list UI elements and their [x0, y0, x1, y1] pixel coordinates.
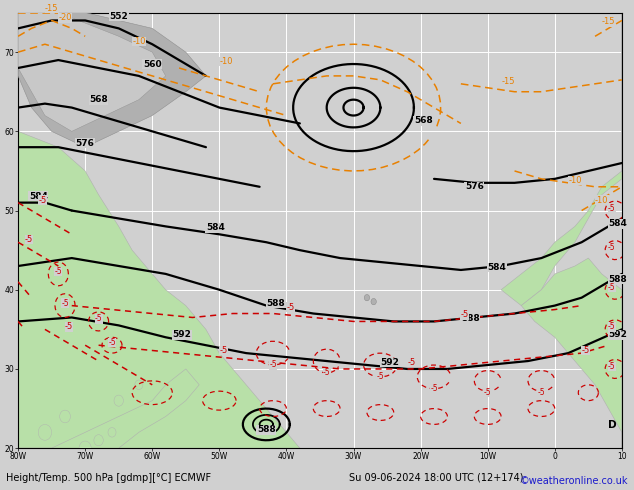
- Text: -5: -5: [608, 243, 616, 252]
- Text: 568: 568: [89, 95, 108, 104]
- Text: 588: 588: [461, 315, 479, 323]
- Text: -10: -10: [595, 196, 609, 205]
- Text: -5: -5: [484, 388, 491, 397]
- Text: 568: 568: [414, 117, 432, 125]
- Circle shape: [371, 298, 377, 305]
- Circle shape: [108, 428, 116, 437]
- Text: Su 09-06-2024 18:00 UTC (12+174): Su 09-06-2024 18:00 UTC (12+174): [349, 473, 523, 483]
- Text: -15: -15: [501, 77, 515, 86]
- Text: 552: 552: [109, 12, 128, 21]
- Text: 584: 584: [206, 223, 225, 232]
- Text: -20: -20: [58, 13, 72, 23]
- Text: -10: -10: [568, 176, 582, 185]
- Text: 592: 592: [609, 330, 627, 339]
- Text: -5: -5: [61, 298, 69, 308]
- Text: -5: -5: [287, 302, 295, 312]
- Polygon shape: [18, 369, 199, 448]
- Text: Height/Temp. 500 hPa [gdmp][°C] ECMWF: Height/Temp. 500 hPa [gdmp][°C] ECMWF: [6, 473, 212, 483]
- Text: -5: -5: [25, 235, 33, 244]
- Text: 592: 592: [172, 330, 191, 339]
- Text: -5: -5: [323, 368, 330, 377]
- Text: 584: 584: [609, 220, 627, 228]
- Text: ©weatheronline.co.uk: ©weatheronline.co.uk: [519, 476, 628, 486]
- Text: -10: -10: [219, 57, 233, 66]
- Circle shape: [60, 410, 70, 423]
- Text: 576: 576: [75, 139, 94, 147]
- Text: -5: -5: [430, 384, 438, 393]
- Text: 584: 584: [29, 192, 48, 201]
- Text: -5: -5: [65, 322, 74, 331]
- Text: -5: -5: [108, 338, 116, 347]
- Text: -5: -5: [269, 360, 277, 369]
- Text: 576: 576: [465, 182, 484, 191]
- Text: -15: -15: [602, 18, 615, 26]
- Polygon shape: [18, 13, 206, 147]
- Text: -10: -10: [132, 37, 146, 46]
- Circle shape: [94, 435, 103, 446]
- Text: -5: -5: [581, 346, 590, 355]
- Text: -5: -5: [38, 196, 46, 205]
- Polygon shape: [18, 13, 165, 131]
- Polygon shape: [521, 258, 622, 448]
- Circle shape: [365, 294, 370, 301]
- Text: 588: 588: [266, 298, 285, 308]
- Text: 592: 592: [380, 358, 399, 367]
- Text: -5: -5: [608, 322, 616, 331]
- Polygon shape: [501, 13, 622, 306]
- Text: -15: -15: [45, 4, 58, 13]
- Text: -5: -5: [94, 315, 103, 323]
- Text: 560: 560: [143, 59, 162, 69]
- Text: 588: 588: [257, 425, 276, 434]
- Text: -5: -5: [377, 372, 384, 381]
- Text: D: D: [609, 420, 617, 430]
- Text: 584: 584: [488, 263, 507, 272]
- Circle shape: [114, 395, 124, 406]
- Circle shape: [135, 380, 143, 390]
- Text: 588: 588: [609, 275, 627, 284]
- Text: -5: -5: [538, 388, 545, 397]
- Circle shape: [38, 424, 51, 440]
- Text: -5: -5: [407, 358, 415, 367]
- Text: -5: -5: [55, 267, 62, 276]
- Circle shape: [79, 441, 91, 455]
- Text: -5: -5: [461, 311, 469, 319]
- Polygon shape: [18, 13, 300, 448]
- Text: -5: -5: [608, 362, 616, 371]
- Text: -5: -5: [608, 283, 616, 292]
- Text: -5: -5: [608, 203, 616, 213]
- Text: -5: -5: [219, 346, 228, 355]
